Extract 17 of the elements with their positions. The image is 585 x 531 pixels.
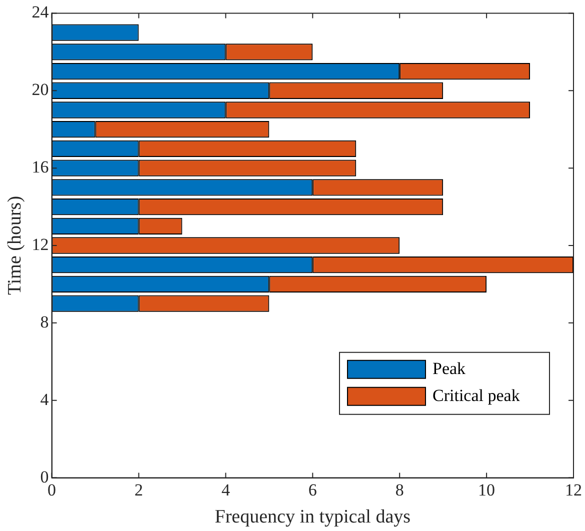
y-tick-label: 24 xyxy=(32,2,50,22)
y-tick-label: 4 xyxy=(40,390,50,409)
x-tick-label: 10 xyxy=(478,480,496,500)
legend-label: Critical peak xyxy=(432,386,520,405)
y-tick-label: 12 xyxy=(32,234,49,254)
x-axis-title: Frequency in typical days xyxy=(214,506,411,528)
y-tick-label: 16 xyxy=(32,158,49,177)
y-tick-label: 8 xyxy=(40,312,49,332)
x-tick-label: 6 xyxy=(308,480,317,500)
x-tick-label: 4 xyxy=(221,480,230,500)
y-tick-label: 0 xyxy=(40,467,49,486)
x-tick-label: 12 xyxy=(565,480,582,500)
y-axis-title: Time (hours) xyxy=(4,196,26,296)
y-tick-label: 20 xyxy=(32,80,49,100)
x-tick-label: 2 xyxy=(134,480,143,500)
legend-label: Peak xyxy=(432,358,466,378)
x-tick-label: 8 xyxy=(395,480,404,500)
